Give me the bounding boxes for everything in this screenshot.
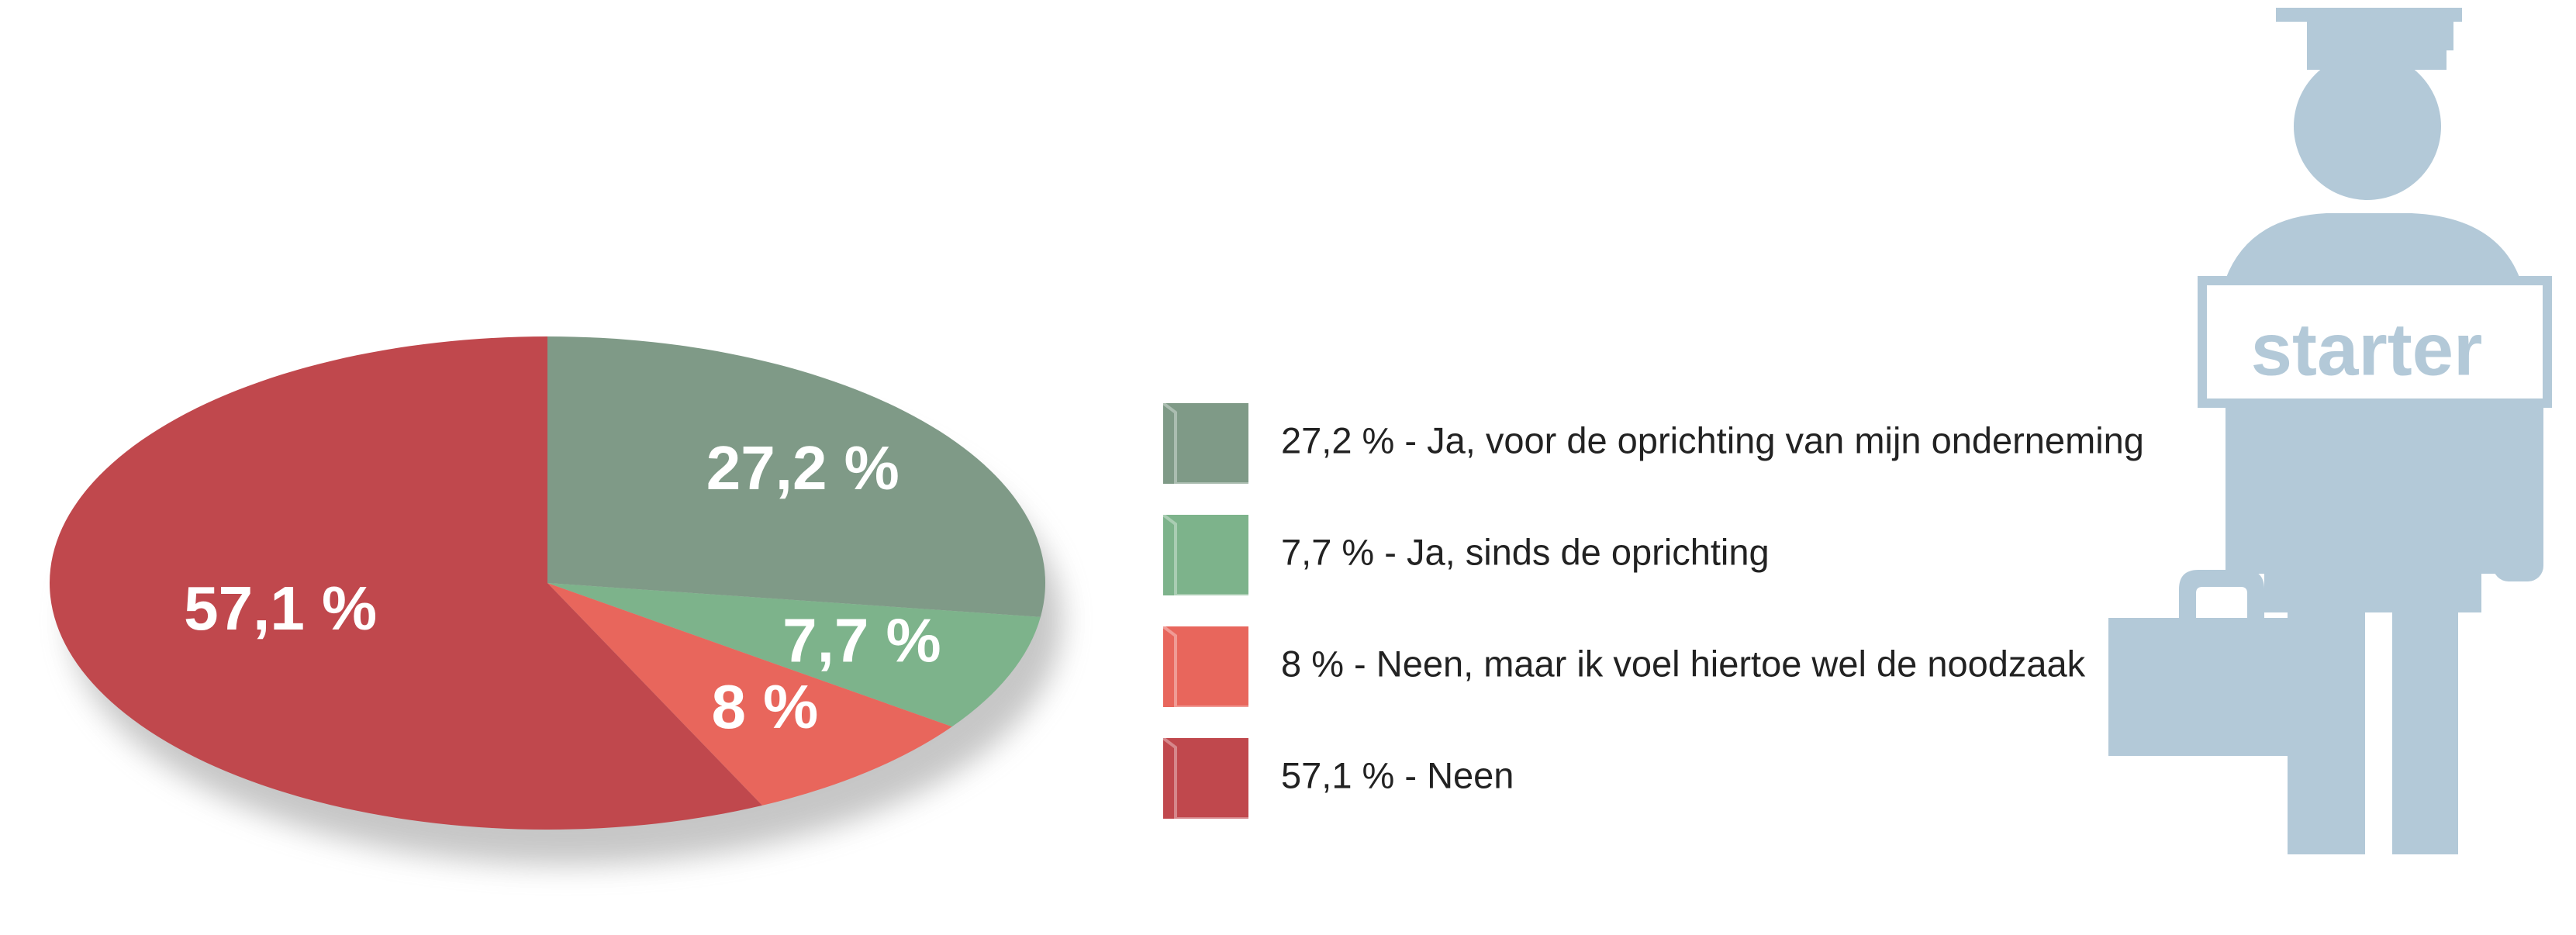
slice-label: 8 % [711, 672, 818, 741]
legend-label: 8 % - Neen, maar ik voel hiertoe wel de … [1281, 643, 2086, 684]
pie: 27,2 % 7,7 %8 % 57,1 % [49, 336, 1045, 830]
legend-swatch-edge [1162, 737, 1248, 820]
head [2294, 53, 2441, 200]
leg-right [2392, 605, 2458, 854]
legend-swatch-edge [1162, 625, 1248, 709]
legend-swatch [1163, 738, 1248, 819]
pie-slice [547, 583, 952, 806]
briefcase [2108, 618, 2326, 756]
pie-slice [547, 336, 1045, 617]
sign [2198, 276, 2552, 408]
cap-top [2276, 8, 2462, 22]
slice-label: 27,2 % [706, 433, 900, 502]
legend-swatch [1163, 626, 1248, 707]
sign-text: starter [2251, 308, 2483, 391]
cap-tassel [2443, 16, 2453, 50]
legend-label: 57,1 % - Neen [1281, 754, 1514, 795]
briefcase-handle [2179, 570, 2264, 620]
pie-slice [547, 583, 1041, 727]
legend-label: 7,7 % - Ja, sinds de oprichting [1281, 531, 1770, 572]
legend-label: 27,2 % - Ja, voor de oprichting van mijn… [1281, 419, 2144, 461]
torso [2226, 213, 2520, 612]
legend: 27,2 % - Ja, voor de oprichting van mijn… [1162, 402, 2144, 820]
legend-swatch-edge [1162, 402, 1248, 485]
slice-label: 7,7 % [782, 606, 941, 675]
legend-swatch [1163, 403, 1248, 484]
starter-figure: starter [2108, 8, 2552, 854]
legend-swatch [1163, 515, 1248, 595]
slice-label: 57,1 % [184, 574, 377, 643]
pie-slice [49, 336, 762, 830]
legend-swatch-edge [1162, 513, 1248, 597]
